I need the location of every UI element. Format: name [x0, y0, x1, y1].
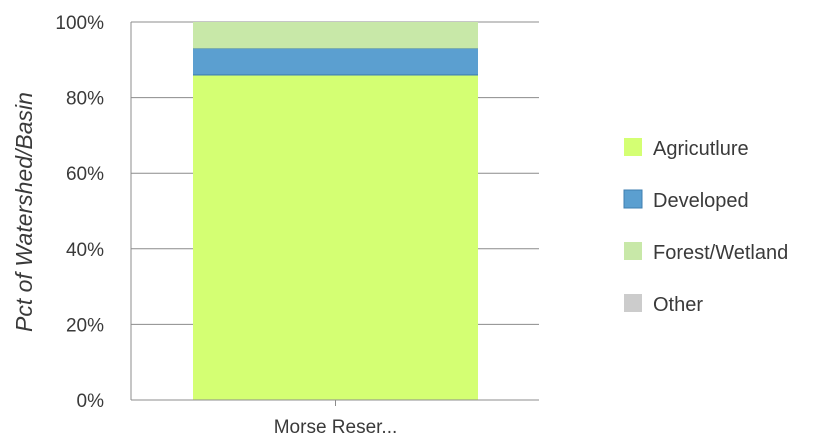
bar-stack [193, 22, 478, 401]
y-tick-label: 20% [66, 315, 104, 336]
y-tick-label: 80% [66, 89, 104, 110]
bar-segment-developed [193, 48, 478, 75]
x-tick-label: Morse Reser... [274, 417, 398, 438]
bar-segment-forest-wetland [193, 22, 478, 49]
legend: Agricutlure Developed Forest/Wetland Other [623, 138, 788, 316]
x-axis: Morse Reser... [131, 399, 539, 438]
legend-swatch-agricutlure [624, 138, 642, 156]
legend-swatch-other [624, 294, 642, 312]
legend-label: Forest/Wetland [653, 242, 788, 264]
y-tick-label: 60% [66, 164, 104, 185]
y-axis: 0% 20% 40% 60% 80% 100% [55, 13, 132, 412]
y-axis-title: Pct of Watershed/Basin [11, 92, 37, 332]
legend-swatch-forest-wetland [624, 242, 642, 260]
legend-label: Agricutlure [653, 138, 749, 160]
y-tick-label: 40% [66, 240, 104, 261]
legend-label: Developed [653, 190, 749, 212]
y-tick-label: 100% [55, 13, 104, 34]
bar-segment-agricutlure [193, 74, 478, 401]
legend-swatch-developed [623, 189, 643, 209]
legend-label: Other [653, 294, 703, 316]
y-tick-label: 0% [77, 391, 105, 412]
